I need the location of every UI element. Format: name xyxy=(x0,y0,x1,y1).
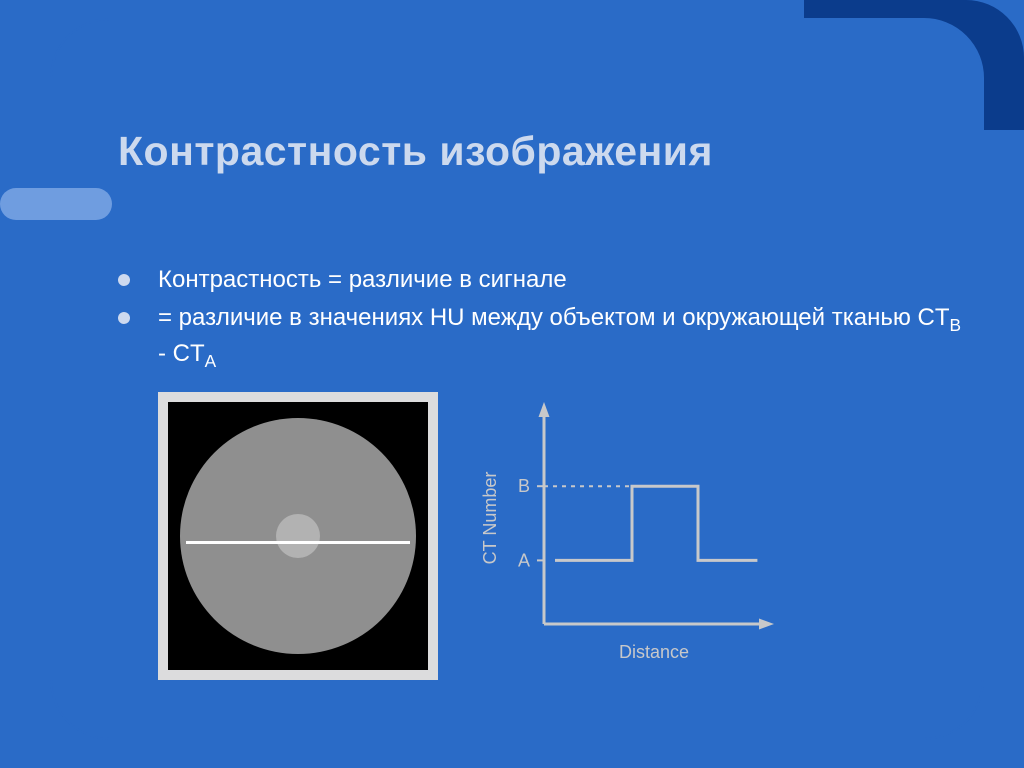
svg-text:A: A xyxy=(518,550,530,570)
svg-text:Distance: Distance xyxy=(619,642,689,662)
bullet-text: = различие в значениях HU между объектом… xyxy=(158,301,964,373)
bullet-item: = различие в значениях HU между объектом… xyxy=(118,301,964,373)
bullet-text: Контрастность = различие в сигнале xyxy=(158,263,964,297)
bullet-icon xyxy=(118,274,130,286)
ct-phantom-figure xyxy=(158,392,438,680)
bullet-list: Контрастность = различие в сигнале = раз… xyxy=(118,263,964,377)
figures-row: A B Distance CT Number xyxy=(158,392,778,680)
chart-svg: A B Distance CT Number xyxy=(478,392,778,680)
bullet-item: Контрастность = различие в сигнале xyxy=(118,263,964,297)
ct-phantom-inner xyxy=(168,402,428,670)
svg-text:CT Number: CT Number xyxy=(480,472,500,565)
bullet-icon xyxy=(118,312,130,324)
slide-title: Контрастность изображения xyxy=(118,128,713,175)
phantom-inner-circle xyxy=(276,514,320,558)
svg-text:B: B xyxy=(518,476,530,496)
title-accent-pill xyxy=(0,188,112,220)
phantom-outer-circle xyxy=(180,418,416,654)
phantom-scan-line xyxy=(186,541,410,544)
ct-profile-chart: A B Distance CT Number xyxy=(478,392,778,680)
